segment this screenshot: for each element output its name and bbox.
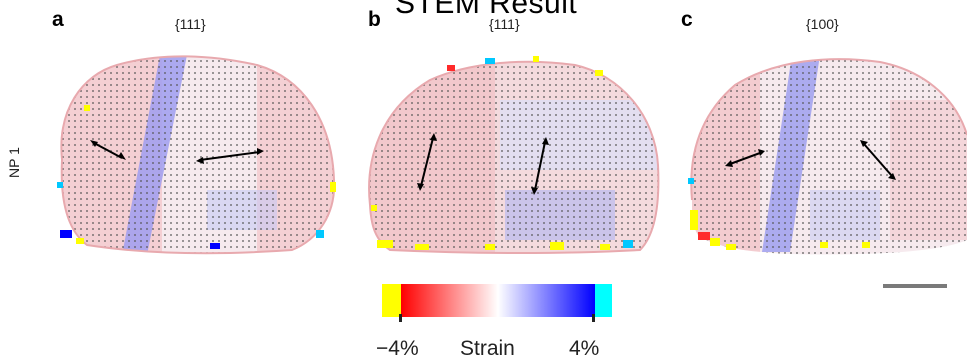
panel-letter-b: b <box>368 8 381 31</box>
panel-letter-c: c <box>681 8 693 31</box>
scale-bar <box>883 284 947 288</box>
colorbar-min-label: −4% <box>376 337 419 360</box>
panel-letter-a: a <box>52 8 64 31</box>
facet-label-b: {111} <box>489 16 520 32</box>
colorbar-tick-min <box>399 314 402 322</box>
facet-label-a: {111} <box>175 16 206 32</box>
strain-map-c <box>680 40 967 270</box>
colorbar-tick-max <box>592 314 595 322</box>
strain-map-a <box>42 40 342 270</box>
row-label: NP 1 <box>6 147 22 178</box>
facet-label-c: {100} <box>806 16 839 32</box>
colorbar-max-label: 4% <box>569 337 600 360</box>
colorbar-title: Strain <box>460 337 515 360</box>
colorbar-gradient <box>401 284 595 317</box>
figure-title: STEM Result <box>395 0 578 20</box>
strain-map-b <box>355 40 665 270</box>
colorbar-low-saturation <box>382 284 401 317</box>
strain-colorbar <box>382 284 612 322</box>
colorbar-high-saturation <box>595 284 612 317</box>
